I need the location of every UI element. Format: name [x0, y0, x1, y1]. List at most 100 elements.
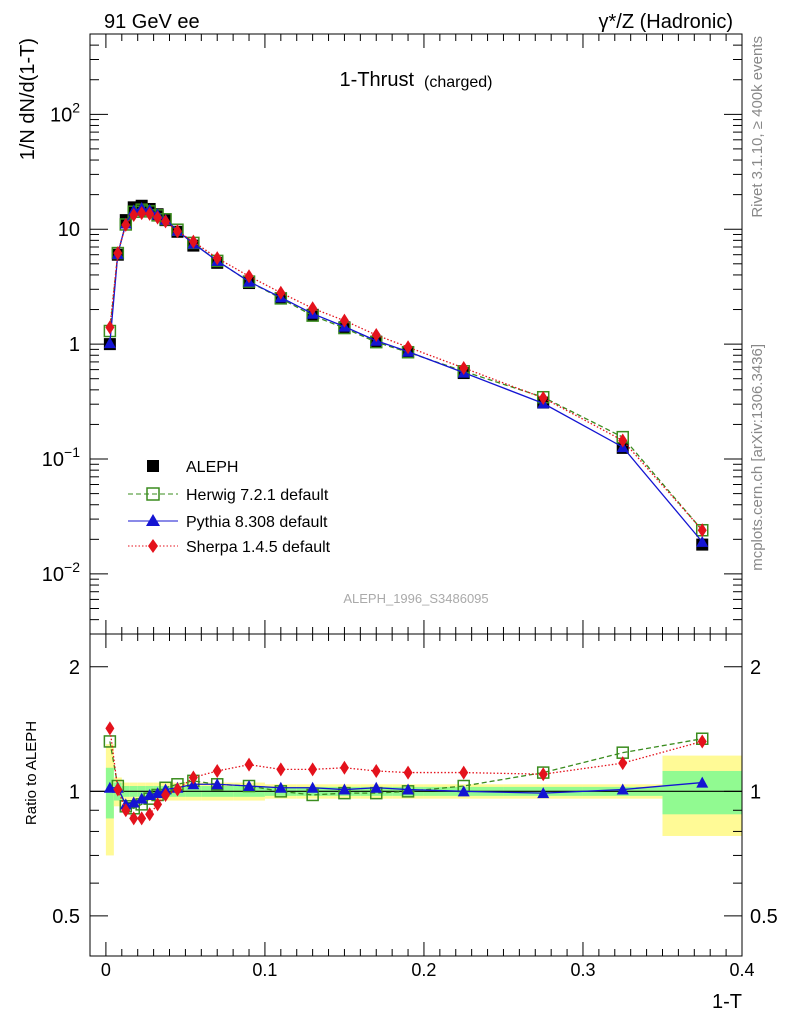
ratio-point-sherpa	[153, 797, 163, 812]
legend-marker-sherpa	[148, 539, 158, 553]
ratio-y-axis-ticks	[90, 666, 742, 957]
header-right-label: γ*/Z (Hadronic)	[599, 11, 733, 33]
ratio-point-sherpa	[308, 762, 318, 777]
x-tick-label: 0.4	[729, 960, 754, 980]
data-point-sherpa	[538, 390, 548, 405]
ratio-point-pythia	[151, 787, 164, 799]
series-sherpa	[105, 206, 707, 538]
data-point-sherpa	[459, 360, 469, 375]
ratio-point-sherpa	[113, 782, 123, 797]
ratio-point-pythia	[243, 780, 256, 792]
legend-marker-aleph	[147, 460, 159, 472]
ratio-point-sherpa	[129, 811, 139, 826]
ratio-point-pythia	[616, 783, 629, 795]
y-tick-label: 10	[58, 219, 80, 241]
data-point-sherpa	[308, 301, 318, 316]
ratio-y-tick-label-right: 0.5	[750, 906, 778, 928]
ratio-point-sherpa	[105, 721, 115, 736]
x-tick-label: 0.2	[411, 960, 436, 980]
data-point-sherpa	[137, 206, 147, 221]
y-tick-label: 10−1	[42, 444, 80, 471]
data-point-sherpa	[403, 340, 413, 355]
data-point-sherpa	[129, 207, 139, 222]
ratio-point-sherpa	[212, 763, 222, 778]
legend-marker-pythia	[146, 514, 160, 526]
analysis-watermark: ALEPH_1996_S3486095	[343, 591, 488, 606]
ratio-y-tick-label: 0.5	[52, 906, 80, 928]
main-y-axis-title: 1/N dN/d(1-T)	[17, 38, 39, 160]
legend: ALEPH Herwig 7.2.1 default Pythia 8.308 …	[128, 459, 331, 556]
data-point-pythia	[696, 535, 709, 547]
data-point-sherpa	[244, 269, 254, 284]
ratio-y-tick-label-right: 2	[750, 657, 761, 679]
data-point-sherpa	[212, 251, 222, 266]
x-axis-title: 1-T	[712, 991, 742, 1013]
ratio-line-sherpa	[109, 728, 703, 820]
ratio-point-sherpa	[697, 734, 707, 749]
data-point-sherpa	[113, 246, 123, 261]
ratio-point-pythia	[457, 785, 470, 797]
ratio-point-pythia	[370, 781, 383, 793]
ratio-point-pythia	[103, 781, 116, 793]
ratio-point-pythia	[274, 781, 287, 793]
data-point-sherpa	[105, 320, 115, 335]
x-tick-label: 0.1	[252, 960, 277, 980]
ratio-point-pythia	[338, 783, 351, 795]
data-point-sherpa	[172, 224, 182, 239]
ratio-point-sherpa	[618, 756, 628, 771]
ratio-point-pythia	[306, 781, 319, 793]
legend-marker-herwig	[146, 487, 160, 501]
series-line-sherpa	[109, 212, 703, 531]
data-point-sherpa	[161, 214, 171, 229]
ratio-point-sherpa	[371, 763, 381, 778]
ratio-line-herwig	[109, 738, 703, 809]
ratio-point-pythia	[211, 778, 224, 790]
ratio-series-pythia	[103, 776, 709, 810]
y-tick-label: 102	[50, 99, 80, 126]
ratio-point-sherpa	[188, 770, 198, 785]
main-y-axis-ticks	[90, 33, 742, 635]
plot-title: 1-Thrust	[340, 69, 415, 91]
ratio-point-sherpa	[538, 767, 548, 782]
data-point-sherpa	[153, 210, 163, 225]
ratio-point-pythia	[127, 796, 140, 808]
data-point-pythia	[103, 337, 116, 349]
y-tick-label: 10−2	[42, 559, 80, 586]
ratio-point-sherpa	[276, 762, 286, 777]
ratio-series-sherpa	[105, 721, 707, 826]
series-line-herwig	[109, 208, 703, 531]
ratio-point-sherpa	[339, 760, 349, 775]
ratio-point-sherpa	[121, 803, 131, 818]
data-point-sherpa	[145, 206, 155, 221]
ratio-y-tick-label: 2	[69, 657, 80, 679]
ratio-point-herwig	[103, 735, 117, 748]
x-tick-label: 0.3	[570, 960, 595, 980]
data-point-sherpa	[188, 234, 198, 249]
legend-label-herwig: Herwig 7.2.1 default	[186, 487, 329, 504]
data-point-sherpa	[339, 313, 349, 328]
ratio-y-tick-label-right: 1	[750, 781, 761, 803]
data-point-sherpa	[618, 433, 628, 448]
ratio-point-sherpa	[137, 811, 147, 826]
ratio-point-pythia	[537, 787, 550, 799]
data-point-sherpa	[697, 523, 707, 538]
ratio-point-sherpa	[459, 765, 469, 780]
ratio-point-pythia	[135, 792, 148, 804]
ratio-point-sherpa	[161, 787, 171, 802]
ratio-uncertainty-bands	[105, 744, 742, 856]
y-tick-label: 1	[69, 334, 80, 356]
header-left-label: 91 GeV ee	[104, 11, 200, 33]
ratio-point-sherpa	[145, 807, 155, 822]
plot-title-suffix: (charged)	[424, 74, 492, 91]
data-point-sherpa	[121, 217, 131, 232]
ratio-point-pythia	[402, 783, 415, 795]
ratio-plot-frame	[89, 633, 743, 957]
x-axis-ticks	[105, 34, 743, 956]
ratio-point-sherpa	[244, 757, 254, 772]
ratio-y-tick-label: 1	[69, 781, 80, 803]
ratio-y-axis-title: Ratio to ALEPH	[23, 721, 40, 825]
ratio-point-sherpa	[403, 765, 413, 780]
legend-label-pythia: Pythia 8.308 default	[186, 514, 328, 531]
stat-uncertainty-band	[105, 767, 114, 819]
